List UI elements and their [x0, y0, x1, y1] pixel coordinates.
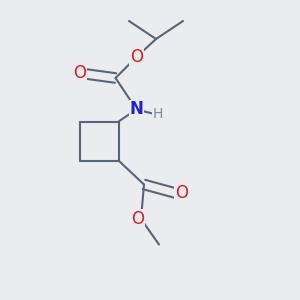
Text: O: O [131, 210, 145, 228]
Text: N: N [130, 100, 143, 118]
Text: O: O [73, 64, 86, 82]
Text: H: H [152, 107, 163, 121]
Text: O: O [130, 48, 143, 66]
Text: O: O [175, 184, 188, 202]
